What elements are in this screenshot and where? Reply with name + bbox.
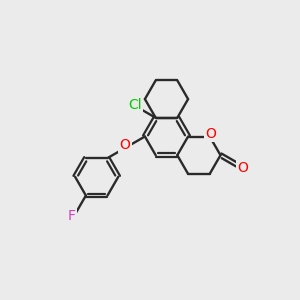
Text: O: O	[206, 127, 216, 141]
Text: O: O	[237, 160, 248, 175]
Text: F: F	[68, 209, 76, 223]
Text: Cl: Cl	[128, 98, 141, 112]
Text: O: O	[120, 138, 130, 152]
